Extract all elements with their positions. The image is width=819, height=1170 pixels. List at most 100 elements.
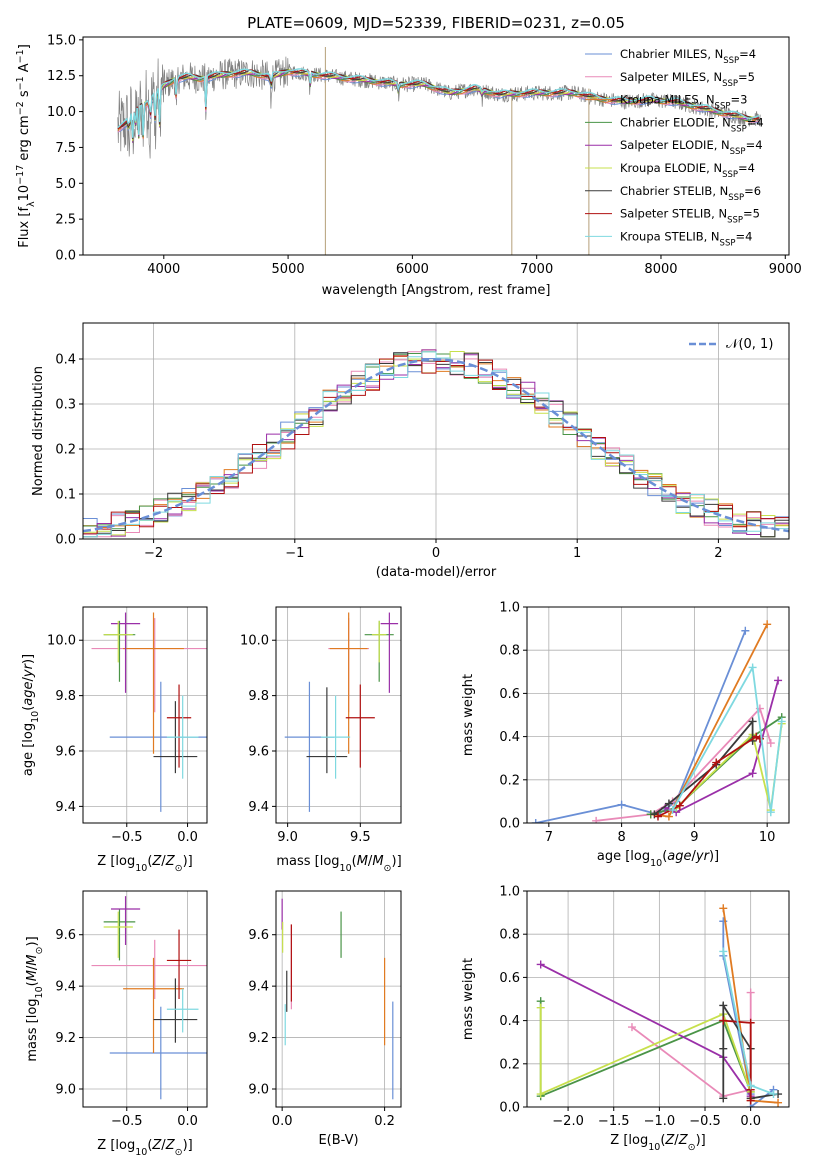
label-part: )] (709, 849, 719, 864)
y-tick-label: 9.6 (55, 745, 76, 760)
y-tick-label: 9.6 (248, 745, 269, 760)
y-tick-label: 0.8 (499, 928, 520, 943)
y-tick-label: 9.6 (248, 928, 269, 943)
y-tick-label: 0.2 (499, 1057, 520, 1072)
error-cross (321, 695, 351, 779)
data-spectrum (117, 56, 761, 159)
y-tick-label: 0.8 (499, 644, 520, 659)
axes-frame (526, 890, 790, 1108)
legend-entry: Salpeter STELIB, NSSP=5 (620, 207, 760, 226)
legend-entry: Chabrier MILES, NSSP=4 (620, 47, 756, 66)
legend-name: Salpeter MILES, N (620, 70, 722, 84)
mass-vs-Z-plot-area (91, 896, 207, 1100)
y-tick-label: 9.0 (248, 1083, 269, 1098)
weight-marker (712, 758, 721, 767)
y-axis-label: mass weight (461, 674, 476, 756)
label-part: 10 (17, 185, 32, 202)
x-axis-label: Z [log10(Z/Z⊙)] (610, 1133, 705, 1153)
x-tick-label: 7000 (520, 262, 553, 277)
label-part: ] (17, 44, 32, 49)
label-part: )] (25, 936, 40, 946)
weight-line (722, 1002, 779, 1100)
label-part: ( (147, 1138, 152, 1153)
y-tick-label: 9.0 (55, 1083, 76, 1098)
histogram-kroupa-stelib (83, 351, 789, 538)
label-part: ⊙ (34, 946, 45, 954)
error-cross (153, 978, 198, 1043)
label-part: 10 (648, 1142, 660, 1153)
x-tick-label: 9 (690, 830, 698, 845)
label-part: erg cm (17, 115, 32, 164)
mass-vs-Z-axes: −0.5 0.0 9.0 9.2 9.4 9.6 (55, 890, 208, 1129)
legend-sub: SSP (723, 56, 739, 66)
weight-marker (766, 808, 775, 817)
x-tick-label: 9000 (769, 262, 802, 277)
x-tick-label: −0.5 (111, 1114, 143, 1129)
legend-entry: Kroupa STELIB, NSSP=4 (620, 229, 752, 248)
label-part: 10 (340, 863, 352, 874)
x-tick-label: 0.0 (740, 1114, 761, 1129)
label-part: wavelength [Angstrom, rest frame] (322, 283, 551, 298)
label-part: age (21, 681, 36, 705)
weight-line (671, 664, 783, 813)
label-part: ⊙ (175, 1147, 183, 1158)
legend-entry: Salpeter MILES, NSSP=5 (620, 70, 755, 89)
x-tick-label: −1.0 (644, 1114, 676, 1129)
legend-entry: Chabrier STELIB, NSSP=6 (620, 184, 761, 203)
error-cross (109, 1006, 207, 1100)
age-vs-Z-frame: −0.5 0.0 9.4 9.6 9.8 10.0 (47, 606, 208, 845)
y-tick-label: 0.1 (55, 488, 76, 503)
x-tick-label: 8000 (644, 262, 677, 277)
weight-line (539, 1007, 752, 1096)
legend-sub: SSP (722, 79, 738, 89)
error-cross (103, 620, 136, 682)
label-part: ( (147, 854, 152, 869)
weight-marker (664, 799, 673, 808)
label-part: 10 (135, 1147, 147, 1158)
y-tick-label: 1.0 (499, 601, 520, 616)
residuals-plot-area (83, 349, 789, 538)
legend-sub: SSP (715, 102, 731, 112)
y-tick-label: 9.4 (248, 980, 269, 995)
weight-vs-Z-axes: −2.0 −1.5 −1.0 −0.5 0.0 0.0 0.2 0.4 0.6 0.8 1.0 mas… (461, 885, 790, 1129)
label-part: M (357, 854, 368, 869)
y-tick-label: 9.6 (55, 928, 76, 943)
weight-marker (654, 812, 662, 821)
weight-marker (748, 663, 757, 672)
label-part: / (161, 1138, 166, 1153)
y-axis-label: mass [log10(M/M⊙)] (25, 936, 45, 1061)
weight-marker (748, 769, 757, 778)
age-vs-mass-axes: 9.0 9.5 9.4 9.6 9.8 10.0 (240, 606, 402, 845)
mass-vs-Z-frame: −0.5 0.0 9.0 9.2 9.4 9.6 (55, 890, 208, 1129)
legend-entry: 𝒩(0, 1) (726, 337, 773, 352)
x-tick-label: −0.5 (111, 830, 143, 845)
legend-name: Kroupa MILES, N (620, 93, 715, 107)
label-part: yr (21, 662, 36, 678)
legend-sub: SSP (728, 193, 744, 203)
legend-name: Salpeter STELIB, N (620, 207, 727, 221)
x-tick-label: 1 (573, 546, 581, 561)
legend-entry: Kroupa MILES, NSSP=3 (620, 93, 747, 112)
legend: 𝒩(0, 1) (689, 337, 773, 352)
legend-entry: Chabrier ELODIE, NSSP=4 (620, 115, 764, 134)
legend-sub: SSP (731, 124, 747, 134)
axes-frame (82, 890, 208, 1108)
x-tick-label: 0 (432, 546, 440, 561)
weight-marker (746, 988, 755, 997)
label-part: )] (21, 654, 36, 664)
legend-name: Chabrier ELODIE, N (620, 115, 731, 129)
legend-count: =3 (730, 93, 747, 107)
error-cross (103, 909, 136, 961)
residuals-axes: −2 −1 0 1 2 0.0 0.1 0.2 0.3 0.4 (data-model)/error… (31, 322, 790, 580)
y-tick-label: 0.2 (499, 773, 520, 788)
y-tick-label: 0.0 (55, 249, 76, 264)
label-part: )] (696, 1133, 706, 1148)
model-line-kroupa-stelib (117, 68, 760, 138)
label-part: Z (664, 1133, 675, 1148)
label-part: Flux [f (17, 207, 32, 248)
y-tick-label: 12.5 (47, 69, 76, 84)
label-part: )] (392, 854, 402, 869)
label-part: M (372, 854, 383, 869)
error-cross (110, 612, 141, 693)
weight-vs-age-frame: 7 8 9 10 0.0 0.2 0.4 0.6 0.8 1.0 mass weight (461, 601, 790, 845)
